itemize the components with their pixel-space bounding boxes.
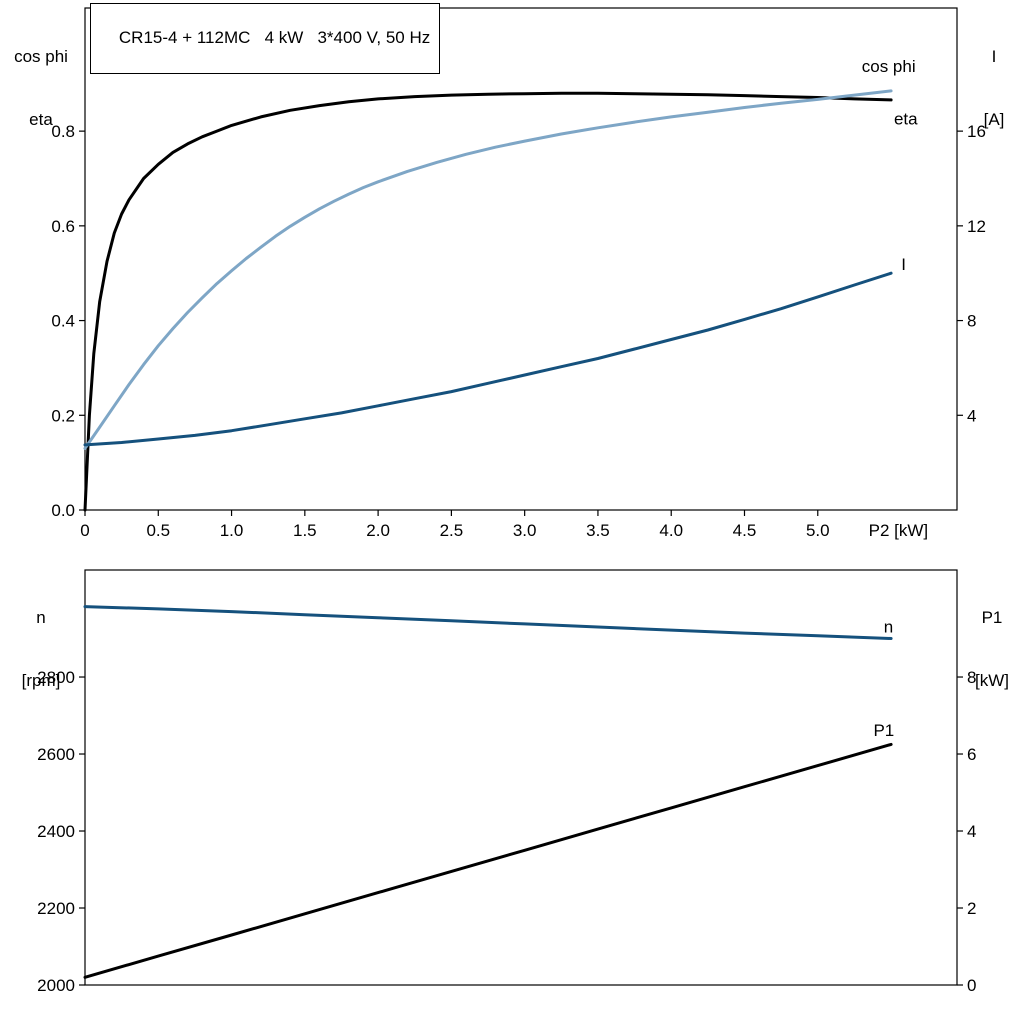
x-tick-label: 4.0 — [659, 521, 683, 540]
cos-phi-curve — [83, 89, 893, 450]
x-tick-label: 2.0 — [366, 521, 390, 540]
cos-phi-curve-label: cos phi — [862, 57, 916, 76]
current-unit-label: [A] — [983, 110, 1005, 129]
left-tick-label: 2800 — [37, 668, 75, 687]
right-tick-label: 12 — [967, 217, 986, 236]
right-tick-label: 8 — [967, 312, 976, 331]
x-tick-label: 3.0 — [513, 521, 537, 540]
left-tick-label: 0.0 — [51, 501, 75, 520]
cosphi-axis-label: cos phi — [14, 47, 68, 66]
x-tick-label: 1.0 — [220, 521, 244, 540]
x-tick-label: 4.5 — [733, 521, 757, 540]
p1-axis-label: P1 — [981, 608, 1003, 627]
right-tick-label: 8 — [967, 668, 976, 687]
left-tick-label: 2000 — [37, 976, 75, 995]
left-tick-label: 2400 — [37, 822, 75, 841]
right-tick-label: 6 — [967, 745, 976, 764]
motor-eta-cosphi-current-frame — [84, 7, 958, 511]
left-tick-label: 0.2 — [51, 406, 75, 425]
x-tick-label: 2.5 — [440, 521, 464, 540]
current-axis-label: I — [991, 47, 997, 66]
bottom-right-axis-title: P1 [kW] — [962, 565, 1022, 733]
right-tick-label: 4 — [967, 822, 976, 841]
P1-curve — [83, 742, 893, 979]
chart-title: CR15-4 + 112MC 4 kW 3*400 V, 50 Hz — [118, 28, 431, 47]
right-tick-label: 2 — [967, 899, 976, 918]
x-axis-title: P2 [kW] — [869, 521, 929, 540]
x-tick-label: 0 — [80, 521, 89, 540]
p1-unit-label: [kW] — [975, 671, 1009, 690]
right-tick-label: 4 — [967, 406, 976, 425]
motor-speed-power-frame — [84, 569, 958, 986]
left-tick-label: 0.8 — [51, 122, 75, 141]
I-curve — [83, 271, 893, 447]
right-tick-label: 0 — [967, 976, 976, 995]
eta-axis-label: eta — [29, 110, 53, 129]
n-curve-label: n — [884, 618, 893, 637]
eta-curve — [83, 91, 893, 512]
x-tick-label: 5.0 — [806, 521, 830, 540]
P1-curve-label: P1 — [873, 721, 894, 740]
top-left-axis-title: cos phi eta — [0, 4, 82, 172]
bottom-left-axis-title: n [rpm] — [0, 565, 82, 733]
left-tick-label: 0.6 — [51, 217, 75, 236]
n-curve — [83, 605, 893, 640]
eta-curve-label: eta — [894, 109, 918, 128]
left-tick-label: 0.4 — [51, 312, 75, 331]
x-tick-label: 3.5 — [586, 521, 610, 540]
right-tick-label: 16 — [967, 122, 986, 141]
chart-title-box: CR15-4 + 112MC 4 kW 3*400 V, 50 Hz — [90, 3, 441, 74]
x-tick-label: 0.5 — [146, 521, 170, 540]
top-right-axis-title: I [A] — [966, 4, 1022, 172]
speed-axis-label: n — [36, 608, 46, 627]
left-tick-label: 2200 — [37, 899, 75, 918]
I-curve-label: I — [901, 255, 906, 274]
speed-unit-label: [rpm] — [21, 671, 61, 690]
x-tick-label: 1.5 — [293, 521, 317, 540]
left-tick-label: 2600 — [37, 745, 75, 764]
